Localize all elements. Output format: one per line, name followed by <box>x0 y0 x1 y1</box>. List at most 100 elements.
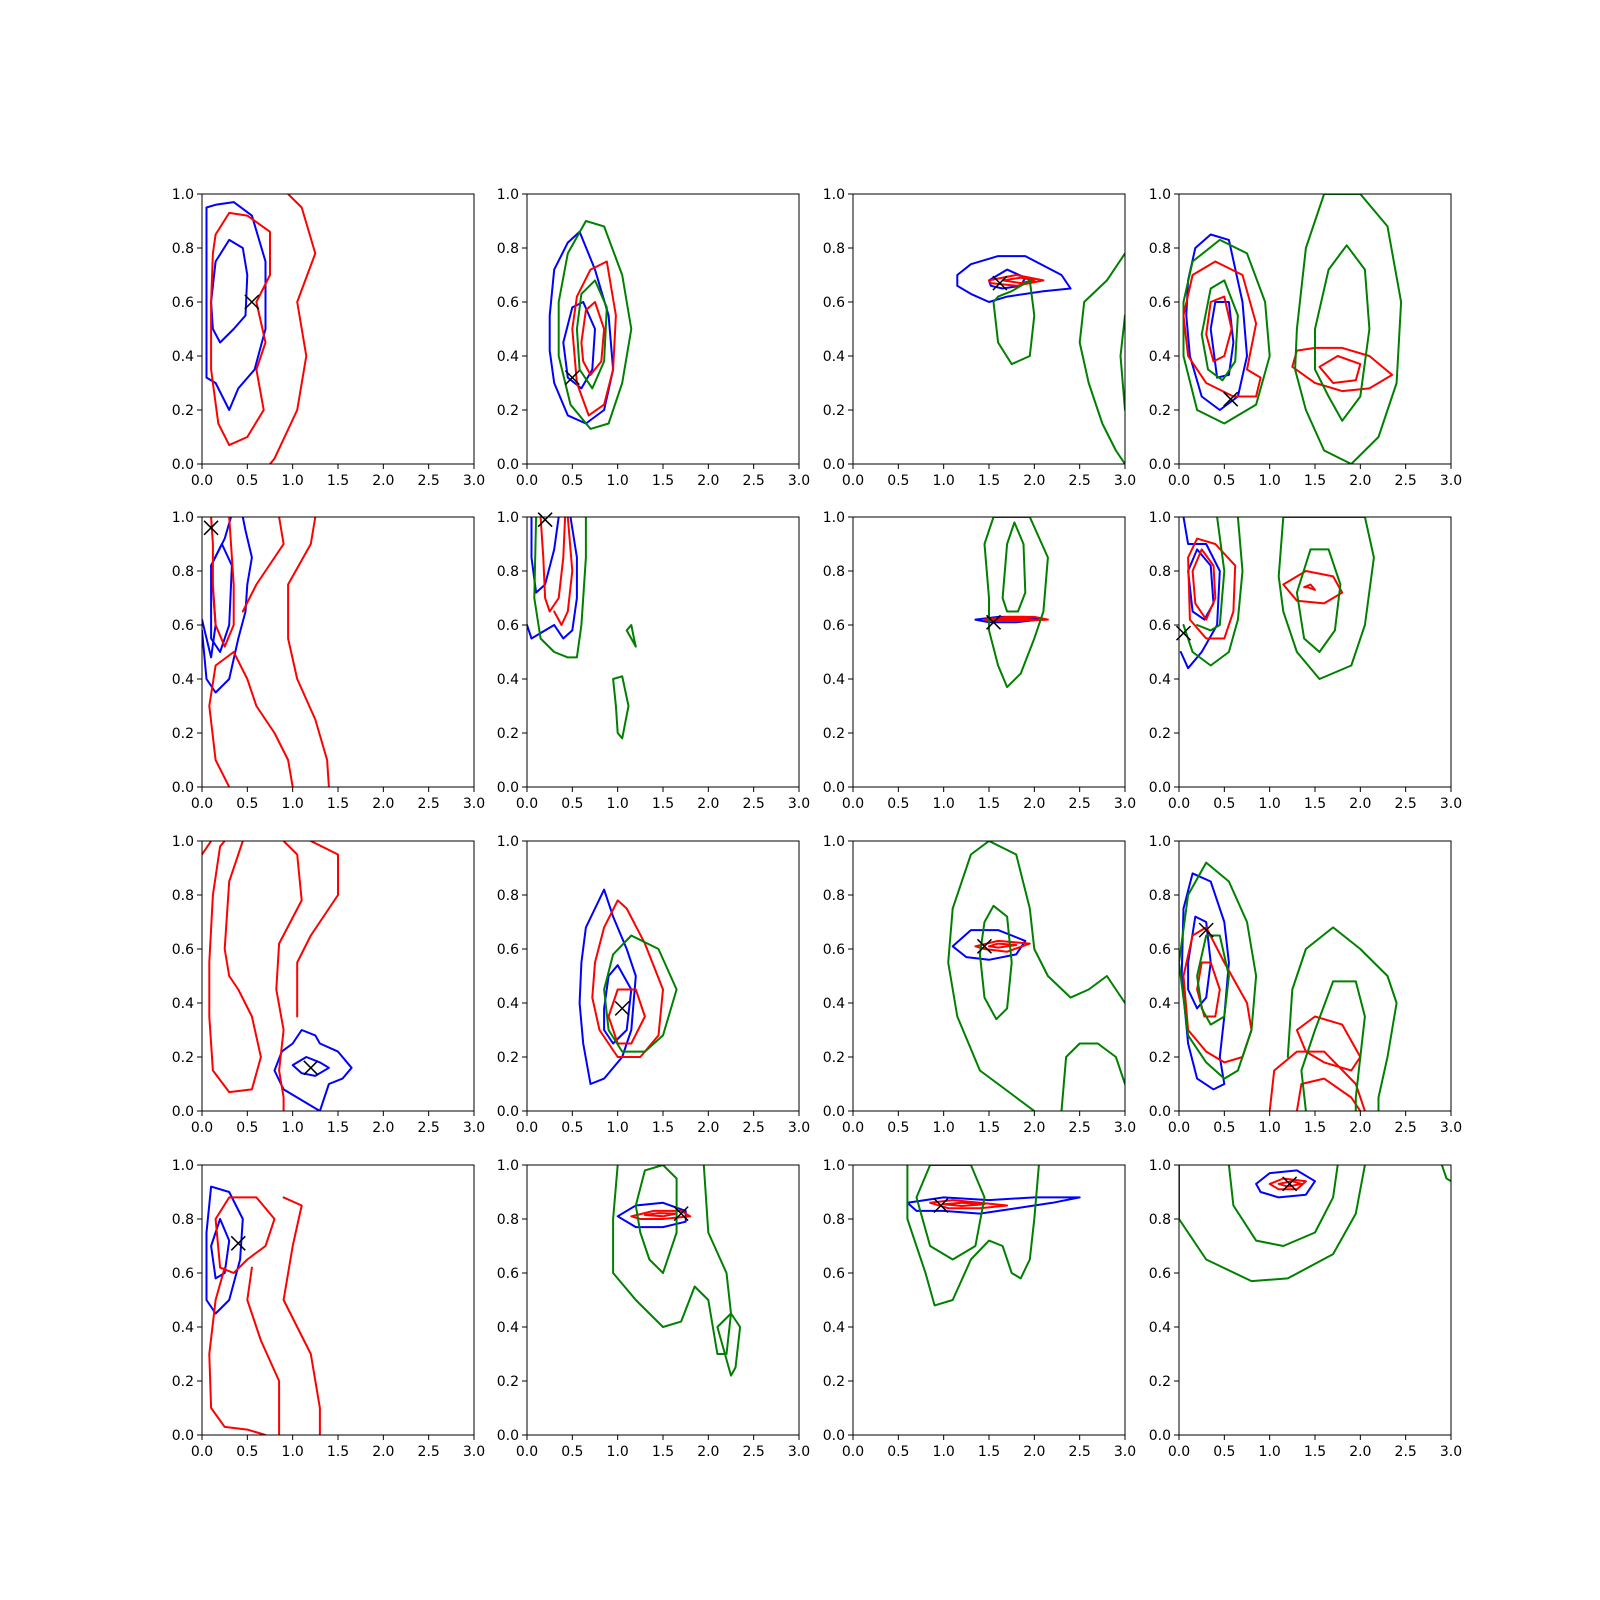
contour-red-3 <box>591 899 664 1058</box>
y-tick-label: 0.8 <box>823 241 845 257</box>
x-tick-label: 0.5 <box>1213 473 1235 489</box>
x-tick-label: 1.5 <box>652 473 674 489</box>
subplot-6: 0.0 0.5 1.0 1.5 2.0 2.5 3.0 0.0 0.2 0.4 0.6 0.8 1.0 <box>497 510 810 812</box>
y-tick-label: 0.0 <box>497 1428 519 1444</box>
contour-blue-2 <box>210 1218 231 1280</box>
y-tick-label: 1.0 <box>823 187 845 203</box>
x-marker <box>1223 391 1239 407</box>
x-tick-label: 0.5 <box>1213 1444 1235 1460</box>
y-tick-label: 0.6 <box>497 295 519 311</box>
contour-group <box>612 1165 742 1377</box>
x-tick-label: 1.0 <box>1259 796 1281 812</box>
x-marker <box>986 614 1002 630</box>
contour-green-5 <box>1179 1165 1366 1283</box>
contour-green-6 <box>947 907 1036 1111</box>
x-tick-label: 0.5 <box>561 473 583 489</box>
contour-green-4 <box>915 1165 986 1261</box>
contour-green-5 <box>533 517 587 659</box>
x-marker <box>673 1206 689 1222</box>
contour-green-4 <box>1227 1165 1339 1247</box>
y-tick-label: 0.4 <box>823 996 845 1012</box>
x-tick-label: 1.5 <box>1304 796 1326 812</box>
plot-area <box>853 517 1125 787</box>
x-tick-label: 0.5 <box>1213 1120 1235 1136</box>
contour-red-4 <box>268 194 317 464</box>
contour-red-6 <box>1205 295 1233 363</box>
x-tick-label: 3.0 <box>463 796 485 812</box>
y-tick-label: 0.0 <box>497 780 519 796</box>
contour-red-3 <box>539 517 567 613</box>
plot-area <box>527 517 799 787</box>
y-tick-label: 0.2 <box>172 1374 194 1390</box>
y-tick-label: 0.6 <box>1149 295 1171 311</box>
contour-green-6 <box>716 1312 742 1377</box>
y-tick-label: 1.0 <box>1149 187 1171 203</box>
y-tick-label: 0.4 <box>1149 672 1171 688</box>
x-tick-label: 2.0 <box>1349 796 1371 812</box>
x-tick-label: 3.0 <box>1440 1120 1462 1136</box>
x-tick-label: 0.0 <box>516 473 538 489</box>
contour-red-4 <box>1191 548 1217 621</box>
contour-green-3 <box>1182 238 1271 425</box>
y-tick-label: 0.6 <box>497 1266 519 1282</box>
y-tick-label: 0.2 <box>1149 1374 1171 1390</box>
contour-blue-1 <box>1255 1169 1316 1199</box>
x-tick-label: 1.5 <box>327 473 349 489</box>
contour-group <box>202 517 330 787</box>
x-tick-label: 3.0 <box>1440 796 1462 812</box>
y-tick-label: 0.0 <box>497 457 519 473</box>
plot-area <box>202 1165 474 1435</box>
plot-area <box>527 841 799 1111</box>
y-tick-label: 0.2 <box>823 1374 845 1390</box>
x-tick-label: 2.5 <box>1069 1444 1091 1460</box>
y-tick-label: 0.6 <box>1149 1266 1171 1282</box>
contour-red-5 <box>275 841 303 1111</box>
y-tick-label: 0.4 <box>497 672 519 688</box>
plot-area <box>853 194 1125 464</box>
contour-group <box>1182 194 1403 464</box>
contour-green-4 <box>1200 279 1239 382</box>
contour-green-4 <box>575 279 608 390</box>
x-tick-label: 2.5 <box>1395 473 1417 489</box>
x-marker <box>1282 1176 1298 1192</box>
y-tick-label: 0.4 <box>172 349 194 365</box>
y-tick-label: 0.8 <box>823 1212 845 1228</box>
x-tick-label: 1.0 <box>933 1444 955 1460</box>
y-tick-label: 0.6 <box>1149 942 1171 958</box>
contour-red-3 <box>992 617 1036 622</box>
x-tick-label: 3.0 <box>788 796 810 812</box>
x-tick-label: 3.0 <box>1114 473 1136 489</box>
y-tick-label: 0.6 <box>497 618 519 634</box>
subplot-10: 0.0 0.5 1.0 1.5 2.0 2.5 3.0 0.0 0.2 0.4 0.6 0.8 1.0 <box>497 834 810 1136</box>
contour-group <box>1179 1165 1451 1283</box>
subplot-8: 0.0 0.5 1.0 1.5 2.0 2.5 3.0 0.0 0.2 0.4 0.6 0.8 1.0 <box>1149 510 1462 812</box>
x-tick-label: 2.0 <box>372 473 394 489</box>
x-tick-label: 2.0 <box>1023 796 1045 812</box>
x-tick-label: 2.5 <box>1069 796 1091 812</box>
x-marker <box>537 512 553 528</box>
x-tick-label: 0.0 <box>516 796 538 812</box>
x-tick-label: 1.5 <box>652 1444 674 1460</box>
plot-area <box>853 1165 1125 1435</box>
y-tick-label: 0.6 <box>497 942 519 958</box>
x-tick-label: 1.0 <box>1259 1444 1281 1460</box>
x-tick-label: 3.0 <box>1114 1444 1136 1460</box>
contour-green-5 <box>1179 861 1258 1080</box>
y-tick-label: 0.0 <box>1149 1104 1171 1120</box>
subplot-15: 0.0 0.5 1.0 1.5 2.0 2.5 3.0 0.0 0.2 0.4 0.6 0.8 1.0 <box>823 1158 1136 1460</box>
contour-red-3 <box>202 841 213 856</box>
contour-green-5 <box>1182 517 1244 667</box>
y-tick-label: 0.2 <box>172 403 194 419</box>
x-tick-label: 0.0 <box>842 473 864 489</box>
contour-green-5 <box>951 841 1125 1004</box>
x-tick-label: 1.0 <box>607 796 629 812</box>
y-tick-label: 0.8 <box>172 564 194 580</box>
x-tick-label: 2.5 <box>1395 1444 1417 1460</box>
x-tick-label: 0.5 <box>887 796 909 812</box>
plot-area <box>527 194 799 464</box>
x-tick-label: 0.5 <box>561 1120 583 1136</box>
x-tick-label: 2.5 <box>743 473 765 489</box>
contour-green-9 <box>1294 194 1403 464</box>
contour-green-6 <box>1078 252 1125 464</box>
contour-blue-1 <box>1180 872 1230 1091</box>
